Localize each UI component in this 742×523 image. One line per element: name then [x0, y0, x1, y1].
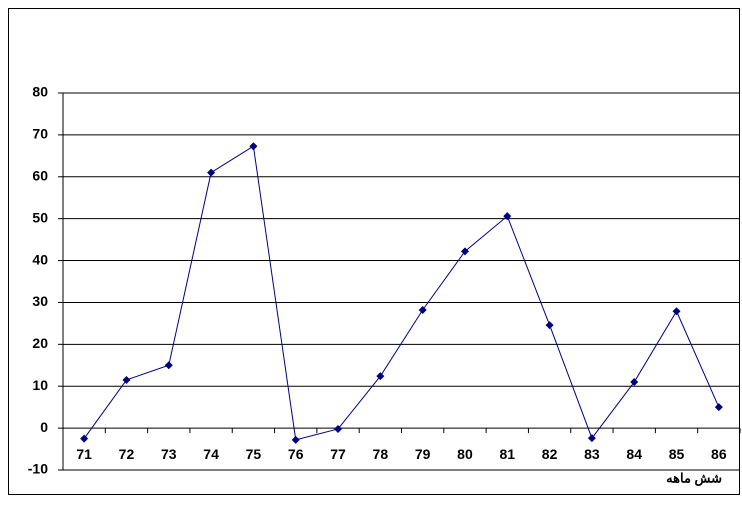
chart: شش ماهه -10 0 10 20 30 40 50 60 70 80 71 72 73 74 75 76… [0, 0, 742, 523]
x-tick-label: 71 [76, 446, 92, 462]
x-tick-label: 78 [373, 446, 389, 462]
y-tick-label: 50 [32, 209, 48, 225]
data-point [207, 169, 215, 177]
data-point [419, 306, 427, 314]
x-tick-label: 73 [161, 446, 177, 462]
x-axis-title: شش ماهه [666, 470, 722, 486]
y-tick-label: 40 [32, 251, 48, 267]
series-line [84, 146, 719, 440]
x-tick-label: 79 [415, 446, 431, 462]
data-point [673, 307, 681, 315]
x-tick-label: 81 [499, 446, 515, 462]
y-tick-label: 10 [32, 377, 48, 393]
x-tick-label: 77 [330, 446, 346, 462]
x-tick-label: 85 [669, 446, 685, 462]
x-tick-label: 75 [246, 446, 262, 462]
x-tick-label: 86 [711, 446, 727, 462]
data-point [715, 403, 723, 411]
data-point [546, 321, 554, 329]
y-tick-label: 20 [32, 335, 48, 351]
data-point [165, 361, 173, 369]
y-tick-label: 60 [32, 167, 48, 183]
x-tick-label: 84 [626, 446, 642, 462]
x-tick-label: 83 [584, 446, 600, 462]
data-point [249, 142, 257, 150]
y-tick-label: 70 [32, 126, 48, 142]
data-point [292, 436, 300, 444]
chart-frame [9, 9, 740, 495]
y-tick-label: -10 [28, 461, 48, 477]
x-tick-label: 80 [457, 446, 473, 462]
x-tick-label: 76 [288, 446, 304, 462]
data-point [588, 434, 596, 442]
data-point [80, 435, 88, 443]
data-point [630, 378, 638, 386]
y-tick-label: 0 [40, 419, 48, 435]
data-point [122, 376, 130, 384]
x-tick-label: 72 [119, 446, 135, 462]
y-tick-label: 30 [32, 293, 48, 309]
x-tick-label: 82 [542, 446, 558, 462]
x-tick-label: 74 [203, 446, 219, 462]
y-tick-label: 80 [32, 84, 48, 100]
